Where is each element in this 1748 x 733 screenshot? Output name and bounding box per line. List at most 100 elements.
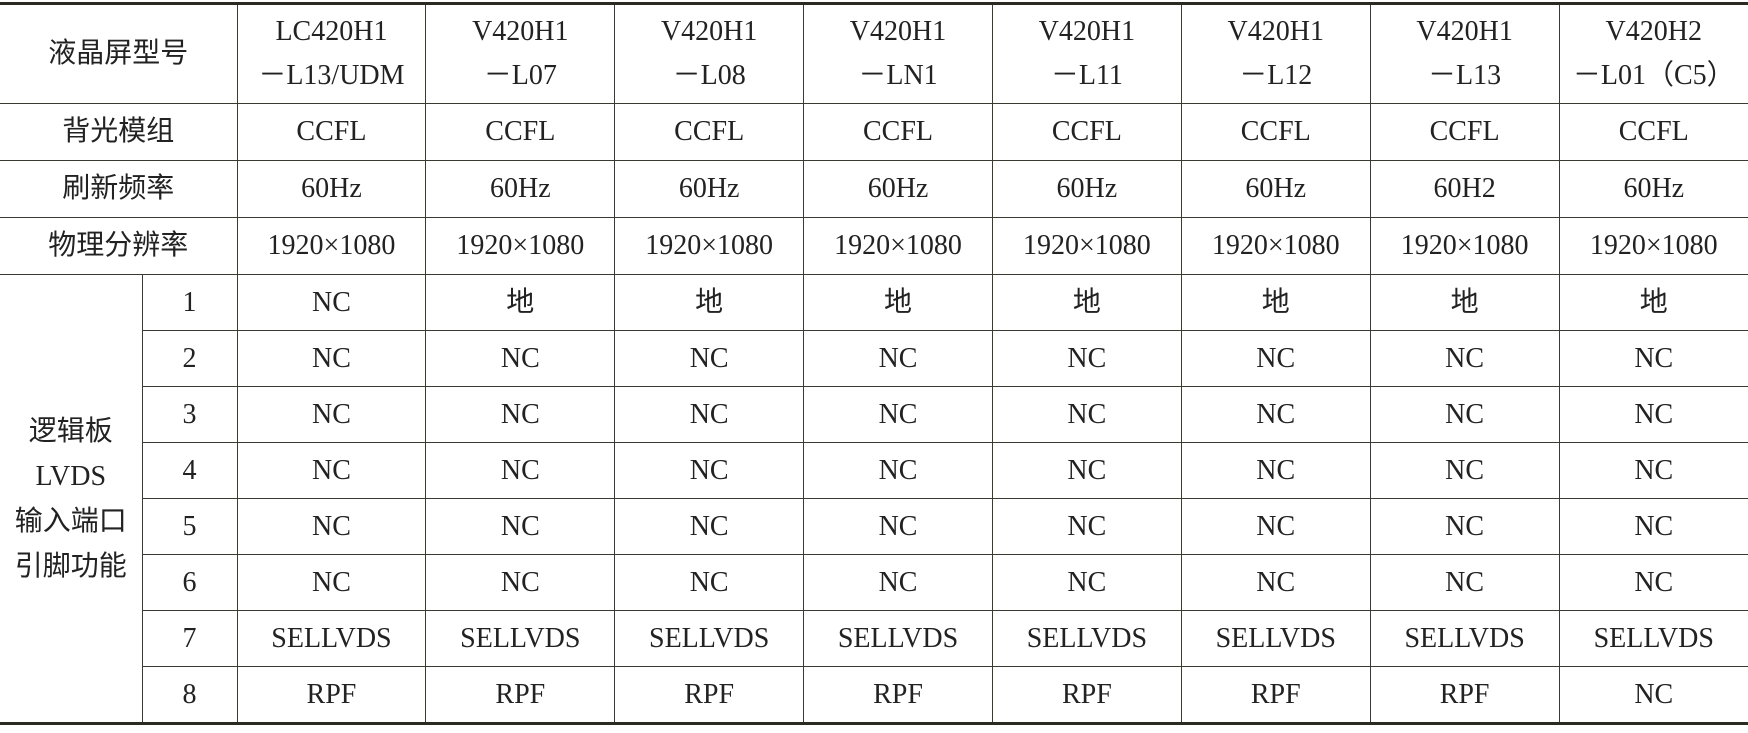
resolution-cell: 1920×1080	[803, 217, 993, 275]
model-cell: V420H1 －L07	[425, 2, 616, 104]
model-line: V420H1	[1416, 16, 1513, 47]
pin-function: NC	[425, 498, 616, 555]
pin-function: NC	[803, 498, 993, 555]
pin-function: RPF	[425, 666, 616, 725]
pin-function: 地	[803, 274, 993, 331]
model-line: V420H2	[1605, 16, 1702, 47]
model-line: V420H1	[1038, 16, 1136, 47]
pin-function: NC	[236, 386, 427, 443]
pin-function: RPF	[236, 666, 427, 725]
group-line: 输入端口	[14, 505, 127, 537]
pin-function: NC	[425, 554, 616, 611]
pin-function: NC	[1180, 498, 1371, 555]
table-row: 2 NC NC NC NC NC NC NC NC	[0, 330, 1748, 387]
resolution-cell: 1920×1080	[1369, 217, 1560, 275]
table-row: 背光模组 CCFL CCFL CCFL CCFL CCFL CCFL CCFL CCFL	[0, 103, 1748, 161]
pin-function: NC	[1369, 442, 1560, 499]
pin-number: 4	[142, 442, 238, 499]
pin-function: NC	[1558, 498, 1748, 555]
pin-function: SELLVDS	[1558, 610, 1748, 667]
refresh-cell: 60Hz	[614, 160, 805, 218]
pin-function: NC	[1180, 442, 1371, 499]
pin-number: 8	[142, 666, 238, 725]
model-line: －L11	[1050, 60, 1123, 91]
resolution-cell: 1920×1080	[1180, 217, 1371, 275]
row-header: 物理分辨率	[0, 217, 238, 275]
model-line: －L01（C5）	[1572, 60, 1735, 91]
model-cell: V420H1 －L12	[1180, 2, 1371, 104]
model-line: V420H1	[1227, 16, 1324, 47]
pin-function: SELLVDS	[614, 610, 805, 667]
pin-function: 地	[1369, 274, 1560, 331]
model-line: V420H1	[849, 16, 947, 47]
backlight-cell: CCFL	[614, 103, 805, 161]
backlight-cell: CCFL	[1369, 103, 1560, 161]
pin-number: 6	[142, 554, 238, 611]
table-row: 8 RPF RPF RPF RPF RPF RPF RPF NC	[0, 666, 1748, 725]
group-line: 引脚功能	[14, 550, 127, 582]
table-row: 7 SELLVDS SELLVDS SELLVDS SELLVDS SELLVDS SELL…	[0, 610, 1748, 667]
table-row: 逻辑板 LVDS 输入端口 引脚功能 1 NC 地地地地地地地	[0, 274, 1748, 725]
pin-group-label: 逻辑板 LVDS 输入端口 引脚功能	[0, 274, 143, 725]
pin-function: NC	[803, 442, 993, 499]
pin-function: SELLVDS	[803, 610, 993, 667]
pin-function: NC	[991, 498, 1182, 555]
pin-function: NC	[614, 386, 805, 443]
table-row: 6 NC NC NC NC NC NC NC NC	[0, 554, 1748, 611]
pin-function: NC	[425, 330, 616, 387]
pin-number: 2	[142, 330, 238, 387]
table-row: 4 NC NC NC NC NC NC NC NC	[0, 442, 1748, 499]
pin-function: RPF	[1180, 666, 1371, 725]
pin-function: SELLVDS	[425, 610, 616, 667]
pin-function: NC	[236, 330, 427, 387]
pin-number: 3	[142, 386, 238, 443]
pin-function: RPF	[614, 666, 805, 725]
backlight-cell: CCFL	[1180, 103, 1371, 161]
pin-function: NC	[1180, 554, 1371, 611]
pin-number: 7	[142, 610, 238, 667]
pin-function: NC	[1369, 498, 1560, 555]
pin-function: NC	[614, 442, 805, 499]
resolution-cell: 1920×1080	[991, 217, 1182, 275]
pin-function: 地	[991, 274, 1182, 331]
group-line: LVDS	[35, 460, 107, 492]
model-line: －LN1	[858, 60, 938, 91]
model-cell: V420H1 －L08	[614, 2, 805, 104]
refresh-cell: 60Hz	[803, 160, 993, 218]
table-row: 刷新频率 60Hz 60Hz 60Hz 60Hz 60Hz 60Hz 60H2 60Hz	[0, 160, 1748, 218]
pin-function: NC	[614, 554, 805, 611]
pin-function: 地	[1558, 274, 1748, 331]
pin-function: NC	[236, 274, 427, 331]
pin-function: SELLVDS	[991, 610, 1182, 667]
row-header: 液晶屏型号	[0, 2, 238, 104]
model-line: －L13/UDM	[258, 60, 405, 91]
table-row: 3 NC NC NC NC NC NC NC NC	[0, 386, 1748, 443]
pin-function: RPF	[803, 666, 993, 725]
refresh-cell: 60Hz	[236, 160, 427, 218]
model-line: －L12	[1239, 60, 1313, 91]
pin-function: RPF	[991, 666, 1182, 725]
pin-function: NC	[1369, 554, 1560, 611]
pin-function: NC	[1558, 386, 1748, 443]
resolution-cell: 1920×1080	[236, 217, 427, 275]
row-header: 背光模组	[0, 103, 238, 161]
model-line: －L13	[1428, 60, 1502, 91]
pin-function: NC	[1180, 330, 1371, 387]
model-cell: V420H1 －L13	[1369, 2, 1560, 104]
pin-function: NC	[803, 554, 993, 611]
resolution-cell: 1920×1080	[614, 217, 805, 275]
backlight-cell: CCFL	[236, 103, 427, 161]
pin-function: NC	[614, 498, 805, 555]
model-cell: V420H1 －LN1	[803, 2, 993, 104]
model-line: LC420H1	[275, 16, 388, 47]
pin-function: NC	[1558, 442, 1748, 499]
pin-function: NC	[803, 330, 993, 387]
pin-function: NC	[991, 554, 1182, 611]
pin-function: NC	[991, 386, 1182, 443]
pin-function: NC	[803, 386, 993, 443]
pin-function: NC	[1558, 330, 1748, 387]
pin-function: NC	[1369, 386, 1560, 443]
resolution-cell: 1920×1080	[1558, 217, 1748, 275]
